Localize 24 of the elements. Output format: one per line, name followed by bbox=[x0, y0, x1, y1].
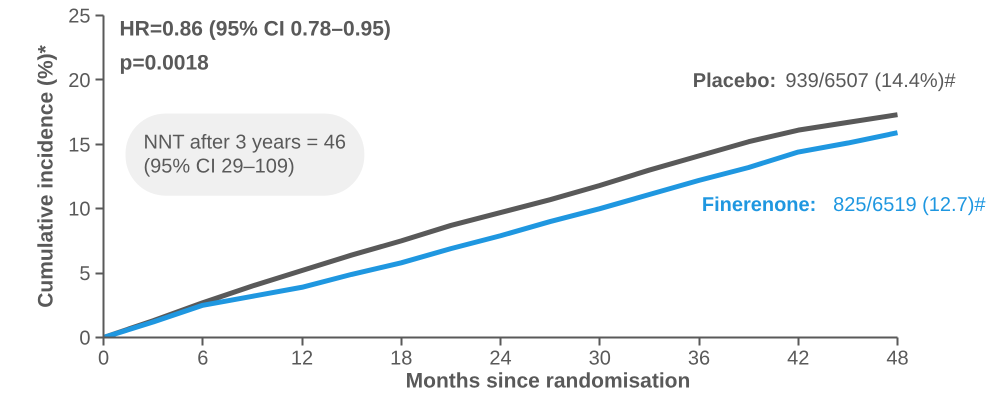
annotation: HR=0.86 (95% CI 0.78–0.95) bbox=[120, 18, 391, 40]
x-tick-label: 18 bbox=[390, 348, 412, 370]
y-tick-label: 10 bbox=[68, 198, 91, 221]
x-tick-label: 36 bbox=[688, 348, 710, 370]
x-axis-title: Months since randomisation bbox=[406, 370, 690, 392]
annotation: 825/6519 (12.7)# bbox=[833, 194, 986, 216]
annotation: p=0.0018 bbox=[120, 52, 210, 74]
annotation: NNT after 3 years = 46 (95% CI 29–109) bbox=[144, 132, 346, 178]
y-axis-title: Cumulative incidence (%)* bbox=[34, 44, 58, 308]
y-tick-label: 25 bbox=[68, 6, 91, 28]
x-tick-label: 48 bbox=[886, 348, 909, 370]
series-label: Finerenone: bbox=[702, 194, 816, 216]
x-tick-label: 12 bbox=[290, 348, 314, 370]
y-tick-label: 15 bbox=[68, 134, 91, 156]
x-tick-label: 0 bbox=[98, 348, 110, 370]
x-tick-label: 30 bbox=[588, 348, 611, 370]
annotation: 939/6507 (14.4%)# bbox=[785, 70, 956, 92]
x-tick-label: 24 bbox=[489, 348, 512, 370]
text: Placebo: bbox=[692, 70, 776, 92]
y-tick-label: 5 bbox=[79, 263, 90, 286]
x-tick-label: 42 bbox=[787, 348, 810, 370]
y-tick-label: 0 bbox=[79, 328, 90, 350]
x-tick-label: 6 bbox=[197, 348, 208, 370]
y-tick-label: 20 bbox=[68, 70, 91, 92]
